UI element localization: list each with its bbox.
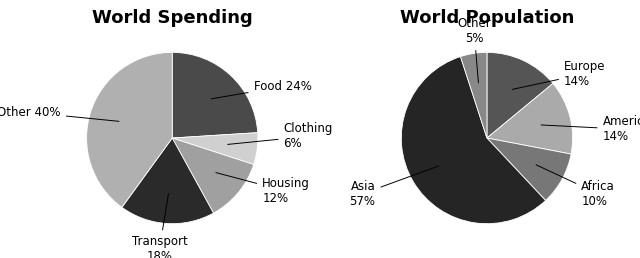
Wedge shape	[172, 133, 258, 165]
Title: World Spending: World Spending	[92, 9, 253, 27]
Text: Clothing
6%: Clothing 6%	[228, 122, 333, 150]
Wedge shape	[86, 52, 172, 207]
Wedge shape	[401, 57, 545, 224]
Text: Transport
18%: Transport 18%	[132, 194, 188, 258]
Wedge shape	[487, 138, 571, 200]
Wedge shape	[487, 52, 553, 138]
Text: Asia
57%: Asia 57%	[349, 166, 438, 208]
Wedge shape	[122, 138, 214, 224]
Wedge shape	[487, 83, 573, 154]
Wedge shape	[461, 52, 487, 138]
Text: Other 40%: Other 40%	[0, 106, 119, 121]
Text: Americas
14%: Americas 14%	[541, 116, 640, 143]
Text: Africa
10%: Africa 10%	[536, 165, 615, 208]
Text: Europe
14%: Europe 14%	[512, 60, 605, 89]
Wedge shape	[172, 138, 253, 213]
Wedge shape	[172, 52, 258, 138]
Text: Other
5%: Other 5%	[457, 17, 491, 83]
Title: World Population: World Population	[400, 9, 574, 27]
Text: Housing
12%: Housing 12%	[216, 173, 310, 205]
Text: Food 24%: Food 24%	[211, 80, 312, 99]
